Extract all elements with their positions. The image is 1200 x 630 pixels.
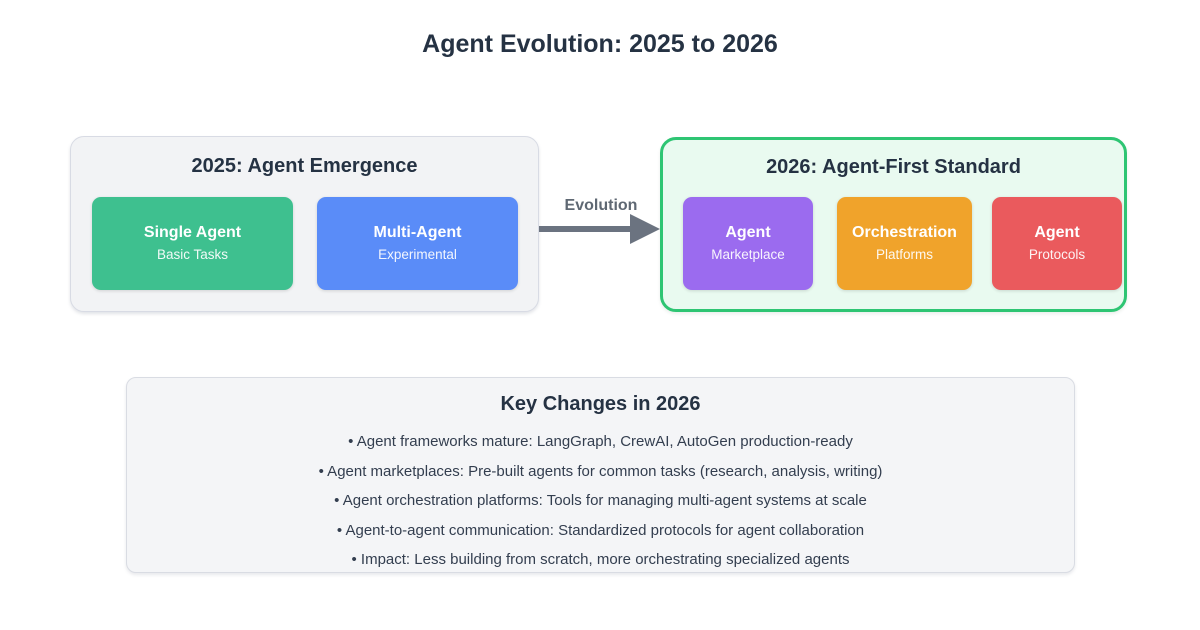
- key-changes-title: Key Changes in 2026: [500, 393, 701, 415]
- panel-2026-title: 2026: Agent-First Standard: [766, 156, 1021, 178]
- key-changes-list: • Agent frameworks mature: LangGraph, Cr…: [127, 427, 1074, 575]
- card-single-agent: Single Agent Basic Tasks: [92, 197, 293, 290]
- panel-2025-title: 2025: Agent Emergence: [191, 155, 418, 177]
- card-title: Single Agent: [143, 224, 242, 241]
- key-changes-item: • Agent-to-agent communication: Standard…: [336, 521, 865, 539]
- key-changes-item: • Agent frameworks mature: LangGraph, Cr…: [348, 433, 853, 450]
- panel-key-changes: Key Changes in 2026 • Agent frameworks m…: [126, 377, 1075, 573]
- card-agent-protocols: Agent Protocols: [992, 197, 1122, 290]
- card-title: Agent: [725, 224, 771, 241]
- key-changes-item: • Agent marketplaces: Pre-built agents f…: [318, 462, 883, 480]
- card-subtitle: Protocols: [1028, 247, 1086, 262]
- evolution-arrow-head-icon: [630, 214, 660, 244]
- evolution-arrow-label: Evolution: [564, 197, 638, 214]
- card-subtitle: Marketplace: [711, 247, 785, 262]
- card-multi-agent: Multi-Agent Experimental: [317, 197, 518, 290]
- card-agent-marketplace: Agent Marketplace: [683, 197, 813, 290]
- card-subtitle: Basic Tasks: [156, 247, 229, 262]
- evolution-arrow-shaft: [539, 226, 632, 232]
- card-title: Orchestration: [852, 224, 957, 241]
- card-title: Agent: [1034, 224, 1080, 241]
- page-title: Agent Evolution: 2025 to 2026: [422, 30, 778, 58]
- card-subtitle: Platforms: [875, 247, 933, 262]
- card-subtitle: Experimental: [378, 247, 457, 262]
- card-title: Multi-Agent: [373, 224, 462, 241]
- key-changes-item: • Impact: Less building from scratch, mo…: [351, 551, 850, 568]
- key-changes-item: • Agent orchestration platforms: Tools f…: [334, 492, 867, 509]
- card-orchestration-platforms: Orchestration Platforms: [837, 197, 972, 290]
